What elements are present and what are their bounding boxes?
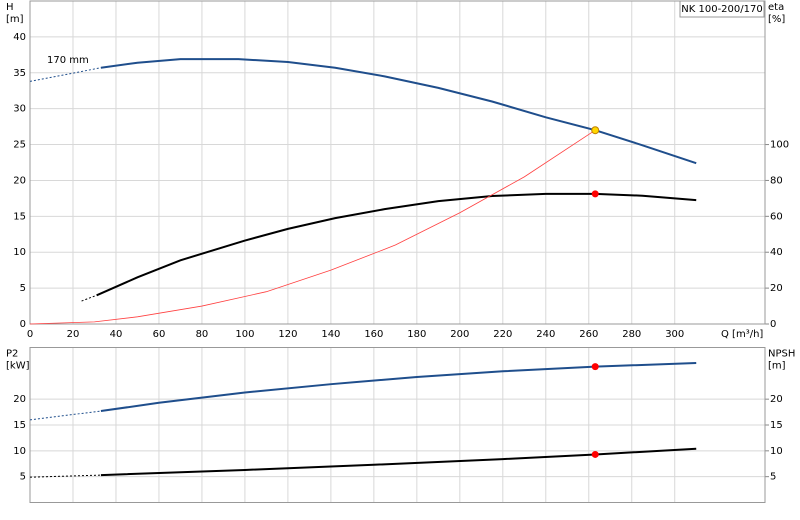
y2-tick-label: 40: [770, 247, 783, 258]
y2-tick-label: 100: [770, 140, 789, 151]
duty-point: [591, 126, 600, 135]
y2-axis-label: [%]: [768, 14, 785, 25]
x-tick-label: 220: [493, 329, 512, 340]
y2-tick-label: 15: [770, 420, 783, 431]
x-tick-label: 140: [321, 329, 340, 340]
y2-axis-label: NPSH: [768, 349, 795, 360]
y-tick-label: 10: [13, 446, 26, 457]
y2-tick-label: 5: [770, 472, 776, 483]
y-axis-label: P2: [6, 349, 18, 360]
y2-axis-label: eta: [768, 2, 784, 13]
x-tick-label: 60: [153, 329, 166, 340]
y-tick-label: 5: [20, 283, 26, 294]
curve: [29, 129, 596, 325]
x-tick-label: 0: [27, 329, 33, 340]
x-tick-label: 240: [536, 329, 555, 340]
y-tick-label: 15: [13, 420, 26, 431]
x-tick-label: 120: [278, 329, 297, 340]
x-tick-label: 160: [364, 329, 383, 340]
plot-frame: [29, 0, 766, 325]
y-tick-label: 40: [13, 32, 26, 43]
y2-tick-label: 0: [770, 319, 776, 330]
y2-axis-label: [m]: [768, 361, 786, 372]
y-axis-label: H: [6, 2, 14, 13]
curve-annotation: 170 mm: [47, 55, 89, 66]
y-tick-label: 15: [13, 211, 26, 222]
duty-point: [591, 363, 599, 371]
x-axis-label: Q [m³/h]: [721, 329, 763, 340]
y-axis-label: [kW]: [6, 361, 30, 372]
y-tick-label: 0: [20, 319, 26, 330]
y-tick-label: 20: [13, 175, 26, 186]
y2-tick-label: 60: [770, 211, 783, 222]
y-tick-label: 30: [13, 104, 26, 115]
plot-frame: [29, 347, 766, 503]
x-tick-label: 200: [450, 329, 469, 340]
duty-point: [591, 190, 599, 198]
x-tick-label: 260: [579, 329, 598, 340]
y2-tick-label: 80: [770, 175, 783, 186]
title-box: [679, 0, 765, 18]
x-tick-label: 100: [235, 329, 254, 340]
duty-point: [591, 450, 599, 458]
curve: [100, 447, 697, 477]
y-tick-label: 25: [13, 140, 26, 151]
curve: [81, 294, 97, 302]
y-tick-label: 5: [20, 472, 26, 483]
y2-tick-label: 20: [770, 283, 783, 294]
x-tick-label: 40: [110, 329, 123, 340]
curve: [100, 362, 697, 413]
y2-tick-label: 10: [770, 446, 783, 457]
chart-title: NK 100-200/170: [681, 4, 762, 15]
x-tick-label: 20: [67, 329, 80, 340]
y-tick-label: 20: [13, 394, 26, 405]
y2-tick-label: 20: [770, 394, 783, 405]
y-axis-label: [m]: [6, 14, 24, 25]
x-tick-label: 280: [622, 329, 641, 340]
x-tick-label: 180: [407, 329, 426, 340]
curve: [29, 67, 102, 82]
y-tick-label: 10: [13, 247, 26, 258]
x-tick-label: 300: [665, 329, 684, 340]
x-tick-label: 80: [196, 329, 209, 340]
y-tick-label: 35: [13, 68, 26, 79]
